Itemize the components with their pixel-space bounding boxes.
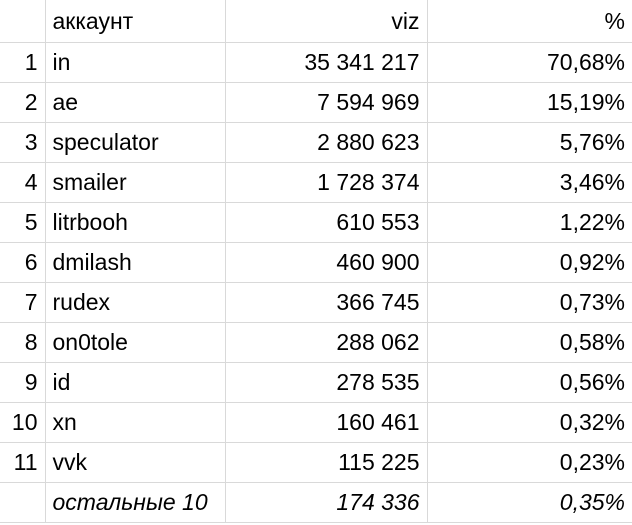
percent-cell[interactable]: 3,46% [427,162,632,203]
percent-cell[interactable]: 15,19% [427,82,632,123]
others-percent-cell[interactable]: 0,35% [427,482,632,523]
table-row: 4 smailer 1 728 374 3,46% [0,162,632,203]
header-percent-cell[interactable]: % [427,0,632,43]
account-cell[interactable]: xn [45,402,226,443]
row-num-cell[interactable]: 10 [0,402,46,443]
table-row: 1 in 35 341 217 70,68% [0,42,632,83]
percent-cell[interactable]: 5,76% [427,122,632,163]
table-row: 8 on0tole 288 062 0,58% [0,322,632,363]
row-num-cell[interactable]: 11 [0,442,46,483]
viz-cell[interactable]: 1 728 374 [225,162,428,203]
viz-cell[interactable]: 610 553 [225,202,428,243]
others-total-row: остальные 10 174 336 0,35% [0,482,632,523]
percent-cell[interactable]: 0,56% [427,362,632,403]
account-cell[interactable]: in [45,42,226,83]
table-row: 11 vvk 115 225 0,23% [0,442,632,483]
account-cell[interactable]: speculator [45,122,226,163]
percent-cell[interactable]: 0,23% [427,442,632,483]
account-cell[interactable]: litrbooh [45,202,226,243]
footer-num-cell[interactable] [0,482,46,523]
percent-cell[interactable]: 0,92% [427,242,632,283]
row-num-cell[interactable]: 6 [0,242,46,283]
percent-cell[interactable]: 70,68% [427,42,632,83]
account-cell[interactable]: smailer [45,162,226,203]
header-row: аккаунт viz % [0,0,632,43]
row-num-cell[interactable]: 5 [0,202,46,243]
table-row: 2 ae 7 594 969 15,19% [0,82,632,123]
viz-cell[interactable]: 460 900 [225,242,428,283]
account-cell[interactable]: on0tole [45,322,226,363]
account-cell[interactable]: rudex [45,282,226,323]
viz-cell[interactable]: 366 745 [225,282,428,323]
viz-cell[interactable]: 160 461 [225,402,428,443]
viz-cell[interactable]: 115 225 [225,442,428,483]
header-viz-cell[interactable]: viz [225,0,428,43]
account-cell[interactable]: dmilash [45,242,226,283]
table-row: 7 rudex 366 745 0,73% [0,282,632,323]
viz-cell[interactable]: 2 880 623 [225,122,428,163]
table-row: 3 speculator 2 880 623 5,76% [0,122,632,163]
percent-cell[interactable]: 1,22% [427,202,632,243]
account-cell[interactable]: id [45,362,226,403]
row-num-cell[interactable]: 7 [0,282,46,323]
row-num-cell[interactable]: 2 [0,82,46,123]
row-num-cell[interactable]: 9 [0,362,46,403]
others-viz-cell[interactable]: 174 336 [225,482,428,523]
table-row: 5 litrbooh 610 553 1,22% [0,202,632,243]
row-num-cell[interactable]: 4 [0,162,46,203]
viz-cell[interactable]: 7 594 969 [225,82,428,123]
row-num-cell[interactable]: 3 [0,122,46,163]
table-row: 10 xn 160 461 0,32% [0,402,632,443]
table-row: 6 dmilash 460 900 0,92% [0,242,632,283]
header-account-cell[interactable]: аккаунт [45,0,226,43]
table-row: 9 id 278 535 0,56% [0,362,632,403]
others-account-cell[interactable]: остальные 10 [45,482,226,523]
percent-cell[interactable]: 0,58% [427,322,632,363]
row-num-cell[interactable]: 8 [0,322,46,363]
header-num-cell[interactable] [0,0,46,43]
account-cell[interactable]: ae [45,82,226,123]
percent-cell[interactable]: 0,73% [427,282,632,323]
viz-cell[interactable]: 35 341 217 [225,42,428,83]
row-num-cell[interactable]: 1 [0,42,46,83]
account-cell[interactable]: vvk [45,442,226,483]
viz-cell[interactable]: 288 062 [225,322,428,363]
viz-cell[interactable]: 278 535 [225,362,428,403]
percent-cell[interactable]: 0,32% [427,402,632,443]
